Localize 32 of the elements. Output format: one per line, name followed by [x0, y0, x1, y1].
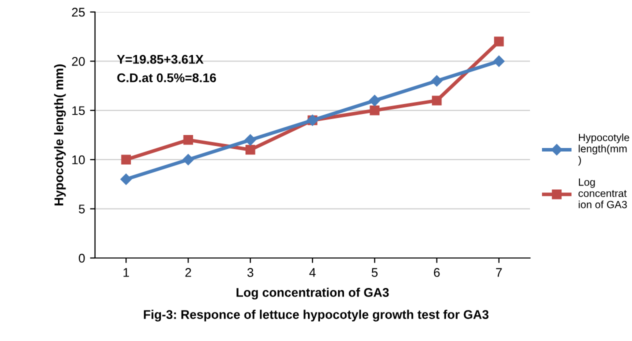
point — [494, 36, 504, 46]
annotation: Y=19.85+3.61X — [116, 54, 204, 64]
point — [431, 75, 442, 86]
point — [183, 135, 194, 145]
point — [245, 144, 256, 155]
annotation: C.D.at 0.5%=8.16 — [117, 73, 216, 82]
y-tick-label: 25 — [72, 8, 85, 17]
point — [369, 94, 380, 106]
point — [182, 154, 194, 166]
x-tick-label: 7 — [496, 268, 502, 277]
x-tick-label: 4 — [309, 268, 316, 277]
x-axis-title: Log concentration of GA3 — [236, 288, 389, 300]
legend-label: Hypocotyle length(mm ) — [578, 134, 630, 166]
y-tick-label: 15 — [72, 106, 85, 116]
point — [121, 154, 131, 164]
point — [370, 106, 380, 116]
y-tick-label: 0 — [78, 254, 85, 263]
x-tick-label: 5 — [372, 268, 378, 277]
point — [432, 96, 442, 106]
y-tick-label: 10 — [72, 155, 85, 164]
x-tick-label: 6 — [434, 268, 440, 277]
legend-label: Log concentrat ion of GA3 — [578, 178, 627, 208]
point — [120, 174, 132, 185]
x-tick-label: 1 — [124, 268, 129, 277]
x-tick-label: 2 — [185, 268, 192, 277]
x-tick-label: 3 — [247, 268, 254, 277]
point — [493, 56, 505, 67]
y-tick-label: 5 — [78, 204, 85, 214]
y-axis-title: Hypocotyle length( mm) — [54, 64, 66, 206]
point — [244, 134, 256, 146]
y-tick-label: 20 — [72, 57, 85, 66]
text: Fig-3: Responce of lettuce hypocotyle growth test for GA3 — [144, 310, 488, 322]
